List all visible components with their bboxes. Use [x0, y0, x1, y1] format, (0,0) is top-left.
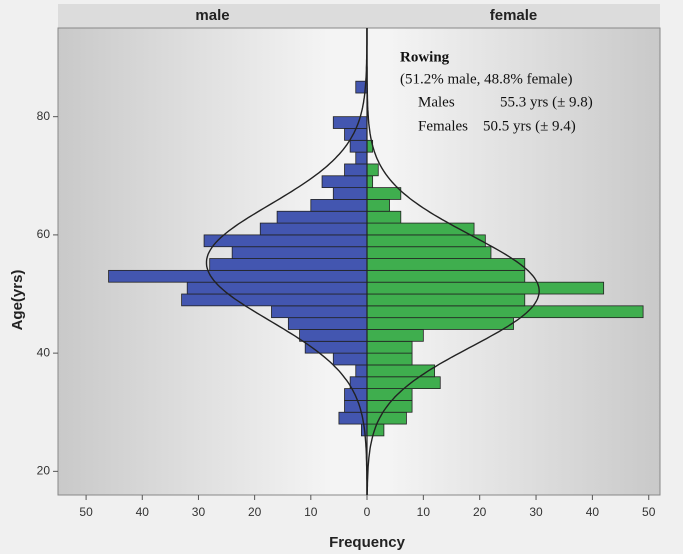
y-tick-label: 80 — [37, 109, 51, 123]
bar — [276, 210, 368, 224]
header-strip — [58, 4, 660, 28]
bar — [321, 175, 368, 189]
x-tick-label: 20 — [473, 505, 487, 519]
y-tick-label: 20 — [37, 464, 51, 478]
x-tick-label: 10 — [417, 505, 431, 519]
bar — [366, 317, 514, 330]
bar — [332, 116, 368, 129]
bar — [366, 305, 644, 319]
bar — [231, 246, 368, 259]
bar — [366, 376, 441, 389]
x-axis-label: Frequency — [329, 534, 406, 551]
bar — [203, 234, 368, 248]
bar — [366, 234, 486, 248]
bar — [366, 293, 526, 307]
bar — [366, 329, 424, 342]
y-axis-label: Age(yrs) — [9, 270, 26, 331]
bar — [366, 364, 436, 378]
y-tick-label: 40 — [37, 345, 51, 359]
bar — [366, 388, 413, 401]
bar — [366, 352, 413, 366]
x-tick-label: 30 — [529, 505, 543, 519]
bar — [310, 199, 368, 212]
bar — [186, 281, 368, 295]
bar — [299, 329, 368, 342]
bar — [259, 222, 368, 236]
bar — [349, 139, 368, 153]
bar — [344, 400, 368, 413]
x-tick-label: 40 — [586, 505, 600, 519]
bar — [366, 199, 390, 212]
panel-header: female — [490, 7, 538, 24]
normal-curve — [366, 28, 540, 495]
bar — [366, 163, 379, 177]
bar — [349, 376, 368, 389]
bar — [366, 258, 526, 271]
annotation-subtitle: (51.2% male, 48.8% female) — [400, 71, 572, 87]
x-tick-label: 20 — [248, 505, 262, 519]
bar — [332, 352, 368, 366]
annotation-label: Males — [418, 94, 455, 110]
bar — [209, 258, 368, 271]
bar — [304, 340, 368, 354]
annotation-label: Females — [418, 118, 468, 134]
panel-header: male — [195, 7, 229, 24]
x-tick-label: 0 — [364, 505, 371, 519]
x-tick-label: 50 — [79, 505, 93, 519]
x-tick-label: 40 — [136, 505, 150, 519]
bar — [108, 269, 368, 283]
x-tick-label: 50 — [642, 505, 656, 519]
bar — [366, 187, 402, 200]
bar — [366, 411, 407, 425]
bar — [344, 388, 368, 401]
bar — [366, 269, 526, 283]
y-tick-label: 60 — [37, 227, 51, 241]
bar — [271, 305, 368, 319]
annotation-title: Rowing — [400, 49, 450, 65]
bar — [366, 281, 605, 295]
bar — [366, 175, 374, 189]
x-tick-label: 30 — [192, 505, 206, 519]
x-tick-label: 10 — [304, 505, 318, 519]
bar — [366, 210, 402, 224]
bar — [355, 364, 368, 378]
bar — [355, 151, 368, 165]
bar — [332, 187, 368, 200]
bar — [366, 246, 492, 259]
bar — [287, 317, 368, 330]
annotation-stat: 55.3 yrs (± 9.8) — [500, 94, 593, 110]
bar — [344, 163, 368, 177]
bar — [366, 340, 413, 354]
normal-curve — [205, 27, 368, 495]
bar — [181, 293, 368, 307]
annotation-stat: 50.5 yrs (± 9.4) — [483, 118, 576, 134]
